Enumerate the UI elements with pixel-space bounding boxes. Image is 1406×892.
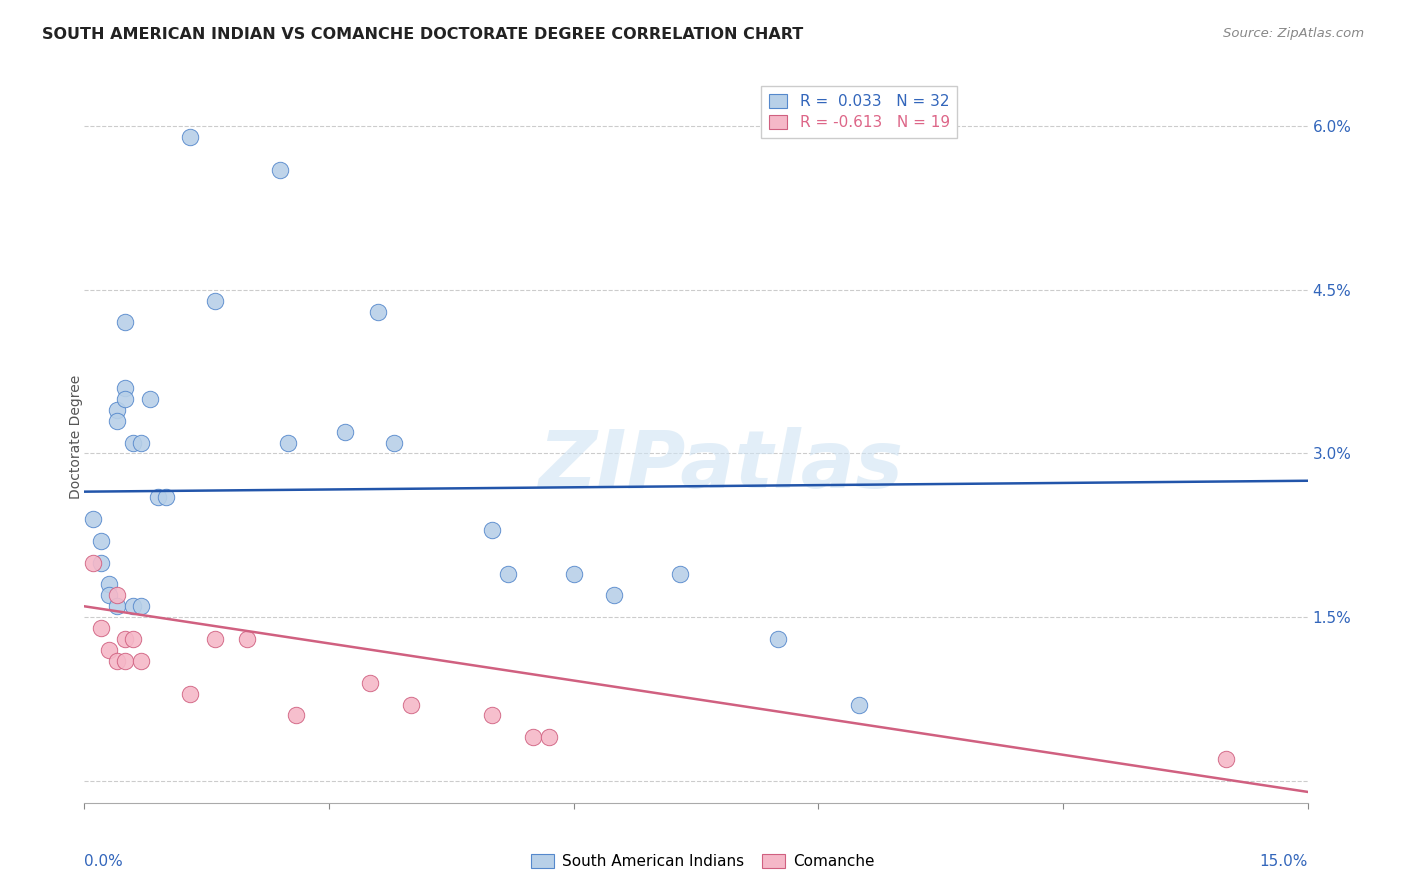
Point	[204, 632, 226, 646]
Point	[90, 621, 112, 635]
Point	[236, 632, 259, 646]
Legend: R =  0.033   N = 32, R = -0.613   N = 19: R = 0.033 N = 32, R = -0.613 N = 19	[762, 87, 957, 138]
Point	[105, 654, 128, 668]
Point	[146, 490, 169, 504]
Point	[131, 599, 153, 614]
Point	[114, 392, 136, 406]
Point	[82, 512, 104, 526]
Text: SOUTH AMERICAN INDIAN VS COMANCHE DOCTORATE DEGREE CORRELATION CHART: SOUTH AMERICAN INDIAN VS COMANCHE DOCTOR…	[42, 27, 803, 42]
Point	[97, 577, 120, 591]
Point	[122, 599, 145, 614]
Text: 0.0%: 0.0%	[84, 854, 124, 869]
Point	[122, 632, 145, 646]
Point	[131, 654, 153, 668]
Point	[105, 599, 128, 614]
Point	[269, 162, 291, 177]
Point	[105, 588, 128, 602]
Point	[277, 435, 299, 450]
Point	[481, 523, 503, 537]
Point	[1215, 752, 1237, 766]
Point	[668, 566, 690, 581]
Point	[114, 654, 136, 668]
Point	[603, 588, 626, 602]
Point	[114, 315, 136, 329]
Point	[179, 129, 201, 144]
Point	[97, 643, 120, 657]
Point	[359, 675, 381, 690]
Point	[105, 402, 128, 417]
Point	[155, 490, 177, 504]
Point	[138, 392, 160, 406]
Y-axis label: Doctorate Degree: Doctorate Degree	[69, 375, 83, 500]
Point	[766, 632, 789, 646]
Text: ZIPatlas: ZIPatlas	[538, 427, 903, 506]
Point	[105, 414, 128, 428]
Point	[522, 731, 544, 745]
Point	[498, 566, 520, 581]
Point	[538, 731, 561, 745]
Point	[382, 435, 405, 450]
Point	[335, 425, 357, 439]
Point	[82, 556, 104, 570]
Point	[131, 435, 153, 450]
Point	[90, 533, 112, 548]
Point	[122, 435, 145, 450]
Point	[90, 556, 112, 570]
Point	[562, 566, 585, 581]
Legend: South American Indians, Comanche: South American Indians, Comanche	[526, 848, 880, 875]
Point	[114, 381, 136, 395]
Point	[367, 304, 389, 318]
Point	[285, 708, 308, 723]
Point	[848, 698, 870, 712]
Point	[204, 293, 226, 308]
Text: Source: ZipAtlas.com: Source: ZipAtlas.com	[1223, 27, 1364, 40]
Point	[179, 687, 201, 701]
Point	[97, 588, 120, 602]
Point	[399, 698, 422, 712]
Point	[481, 708, 503, 723]
Text: 15.0%: 15.0%	[1260, 854, 1308, 869]
Point	[114, 632, 136, 646]
